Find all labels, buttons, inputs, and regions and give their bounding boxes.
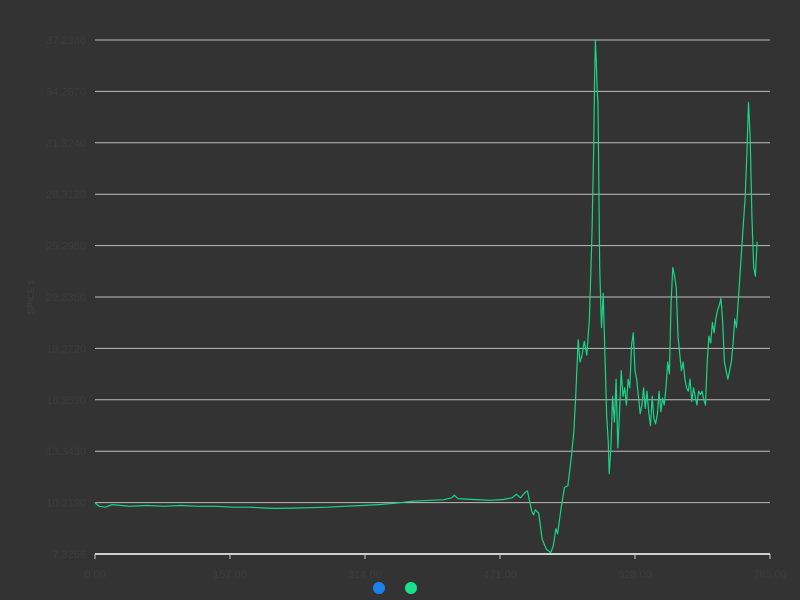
x-tick-label: 628.00 — [618, 569, 652, 581]
y-axis-title: SPICE $ — [26, 280, 36, 315]
y-tick-label: 25.2960 — [46, 241, 86, 253]
y-tick-label: 31.3240 — [46, 138, 86, 150]
y-tick-label: 37.2386 — [46, 35, 86, 47]
x-tick-label: 314.00 — [348, 569, 382, 581]
legend[interactable] — [373, 582, 417, 594]
x-tick-label: 785.00 — [753, 569, 787, 581]
x-tick-label: 0.00 — [84, 569, 105, 581]
series-layer — [94, 40, 758, 554]
x-axis-ticks: 0.00 157.00 314.00 471.00 628.00 785.00 — [84, 554, 787, 581]
x-tick-label: 157.00 — [213, 569, 247, 581]
y-tick-label: 16.3590 — [46, 395, 86, 407]
grid-lines — [95, 39, 770, 555]
y-tick-label: 28.3120 — [46, 189, 86, 201]
y-tick-label: 7.3266 — [52, 549, 86, 561]
y-tick-label: 10.3190 — [46, 498, 86, 510]
y-tick-label: 19.2720 — [46, 343, 86, 355]
series-line — [94, 40, 758, 554]
legend-marker[interactable] — [405, 582, 417, 594]
y-tick-label: 34.2870 — [46, 86, 86, 98]
y-tick-label: 13.3430 — [46, 446, 86, 458]
legend-marker[interactable] — [373, 582, 385, 594]
y-tick-label: 22.3360 — [46, 292, 86, 304]
y-axis-ticks: 7.3266 10.3190 13.3430 16.3590 19.2720 22.336… — [46, 35, 86, 561]
x-tick-label: 471.00 — [483, 569, 517, 581]
